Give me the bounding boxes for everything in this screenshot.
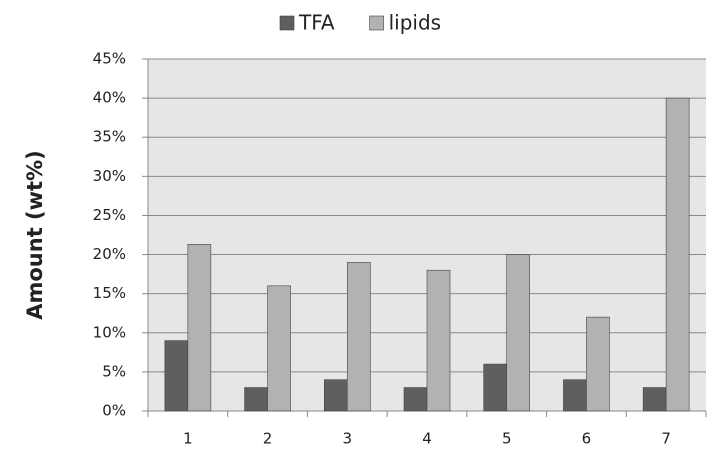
x-tick-label: 2 [263, 430, 273, 448]
bar [164, 340, 189, 412]
bar [665, 97, 690, 412]
y-tick-label: 30% [93, 167, 126, 185]
bar [586, 316, 610, 412]
legend-swatch [369, 15, 384, 31]
y-axis-title: Amount (wt%) [23, 150, 47, 320]
x-tick-label: 1 [183, 430, 193, 448]
x-tick-label: 5 [502, 430, 512, 448]
bar [426, 269, 451, 412]
bar [403, 387, 428, 412]
legend-swatch [279, 15, 295, 31]
y-tick-label: 0% [102, 402, 126, 420]
x-tick-label: 3 [343, 430, 353, 448]
x-tick-label: 4 [422, 430, 432, 448]
legend-label: lipids [389, 11, 441, 35]
bar [563, 379, 587, 412]
legend-label: TFA [298, 11, 335, 35]
y-tick-label: 45% [93, 50, 126, 68]
y-tick-label: 10% [93, 323, 126, 341]
bar [642, 387, 667, 412]
y-tick-label: 40% [93, 89, 126, 107]
bar [346, 262, 371, 412]
y-tick-label: 25% [93, 206, 126, 224]
bar [267, 285, 291, 412]
bar [244, 387, 268, 412]
y-tick-label: 20% [93, 245, 126, 263]
bar [506, 254, 531, 412]
x-tick-label: 7 [661, 430, 671, 448]
x-tick-label: 6 [582, 430, 592, 448]
bar [323, 379, 348, 412]
bar [187, 244, 212, 412]
y-tick-label: 35% [93, 128, 126, 146]
y-tick-label: 15% [93, 284, 126, 302]
bar [483, 363, 508, 412]
y-tick-label: 5% [102, 362, 126, 380]
